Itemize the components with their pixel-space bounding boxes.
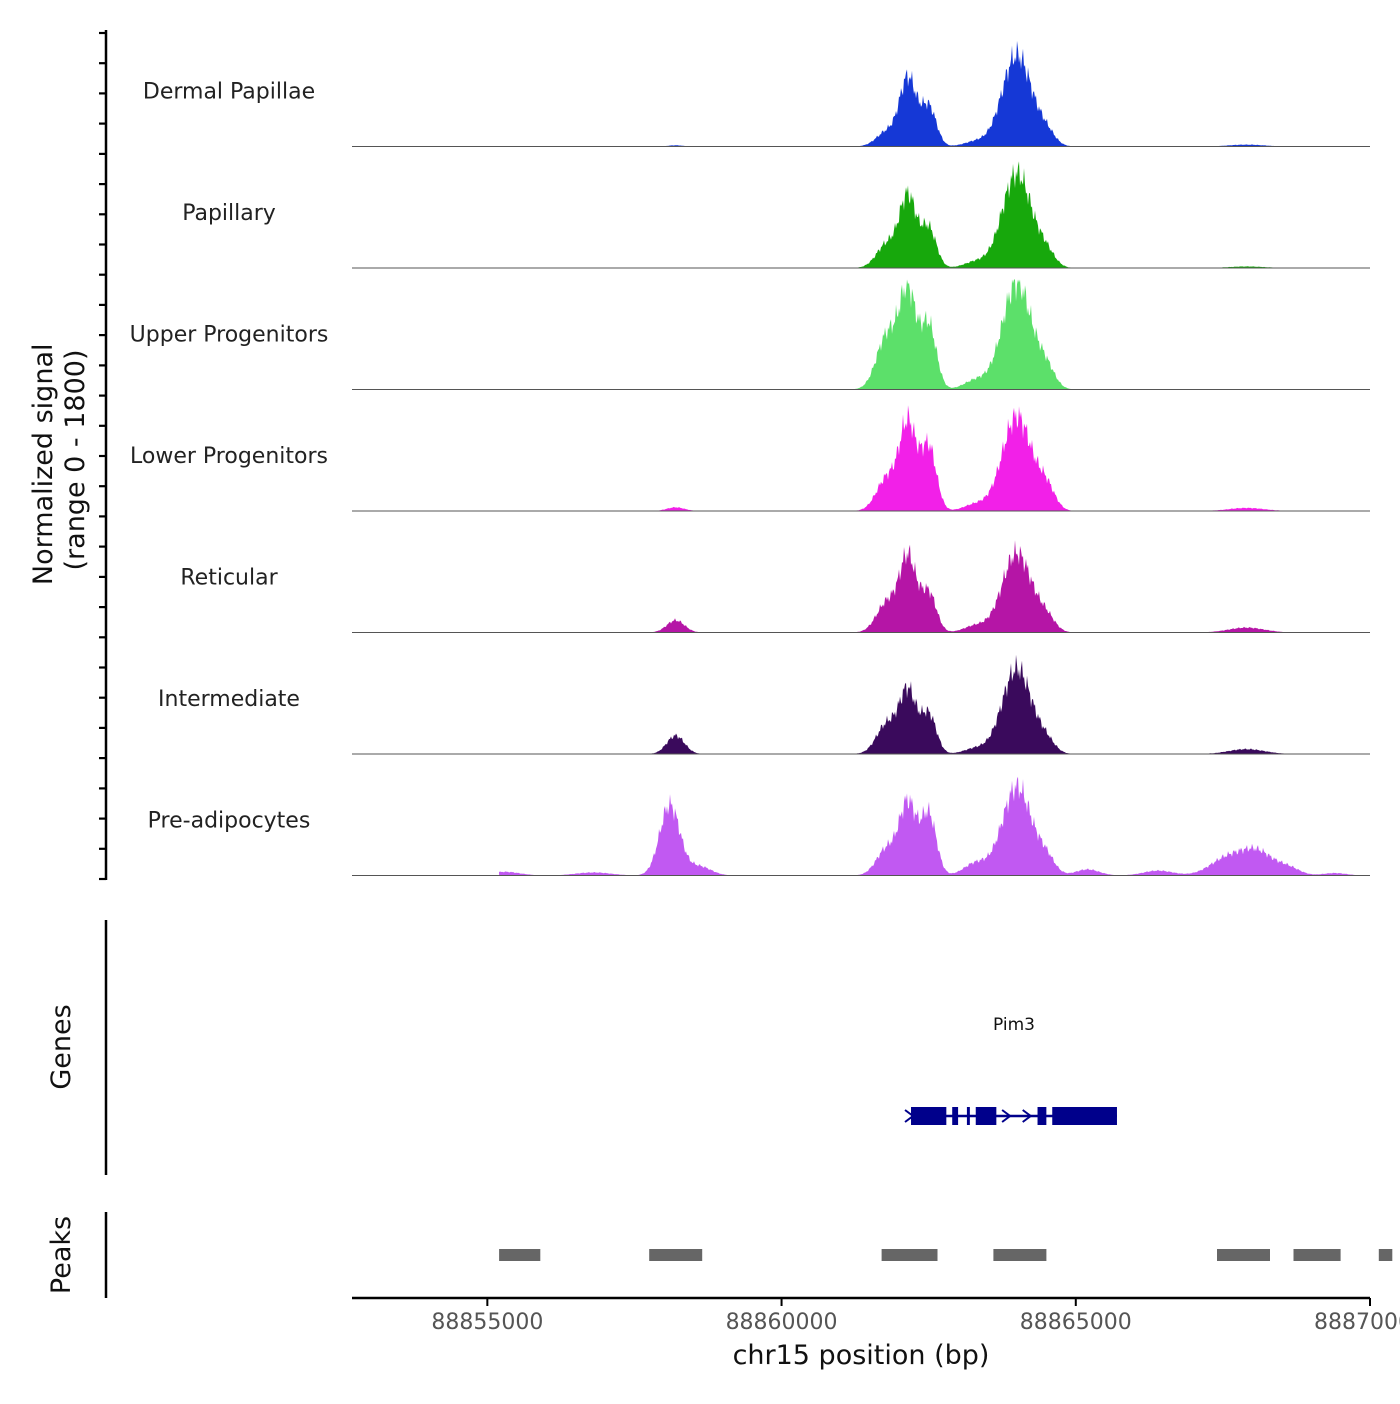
gene-strand-arrow xyxy=(1001,1109,1012,1123)
x-tick-label: 88855000 xyxy=(431,1310,543,1335)
track-label: Upper Progenitors xyxy=(130,323,329,348)
peak-region-bar xyxy=(1378,1249,1393,1261)
track-label: Lower Progenitors xyxy=(130,444,328,469)
x-tick-label: 88865000 xyxy=(1020,1310,1132,1335)
gene-exon xyxy=(975,1107,997,1125)
gene-exon xyxy=(966,1107,970,1125)
signal-area xyxy=(352,776,1394,876)
signal-area xyxy=(352,654,1394,754)
peak-region-bar xyxy=(1217,1249,1270,1261)
track-label: Papillary xyxy=(182,201,276,226)
track-label: Pre-adipocytes xyxy=(148,809,311,834)
signal-area xyxy=(352,540,1394,633)
peak-region-bar xyxy=(881,1249,938,1261)
track-intermediate: Intermediate xyxy=(158,654,1394,755)
signal-area xyxy=(352,161,1394,268)
peak-region-bar xyxy=(499,1249,541,1261)
peak-region-bar xyxy=(993,1249,1047,1261)
track-reticular: Reticular xyxy=(180,540,1394,633)
track-dermal-papillae: Dermal Papillae xyxy=(143,40,1394,147)
gene-strand-arrow xyxy=(1063,1109,1074,1123)
gene-exon xyxy=(1052,1107,1117,1125)
track-label: Intermediate xyxy=(158,687,300,712)
gene-strand-arrow xyxy=(904,1109,915,1123)
signal-area xyxy=(352,405,1394,511)
peak-regions xyxy=(499,1249,1393,1261)
peaks-label: Peaks xyxy=(46,1216,77,1294)
gene-name-label: Pim3 xyxy=(993,1015,1035,1035)
gene-exon xyxy=(1037,1107,1047,1125)
signal-tracks: Dermal Papillae Papillary Upper Progenitor… xyxy=(130,40,1394,876)
signal-y-label-line-2: (range 0 - 1800) xyxy=(60,350,91,571)
signal-area xyxy=(352,279,1394,390)
signal-y-ticks xyxy=(99,31,106,881)
x-axis-label: chr15 position (bp) xyxy=(733,1340,990,1371)
track-label: Dermal Papillae xyxy=(143,80,315,105)
gene-exon xyxy=(911,1107,947,1125)
track-papillary: Papillary xyxy=(182,161,1394,269)
gene-exon xyxy=(952,1107,959,1125)
peak-region-bar xyxy=(649,1249,703,1261)
signal-y-axis xyxy=(99,30,108,881)
track-label: Reticular xyxy=(180,566,278,591)
genes-label: Genes xyxy=(46,1004,77,1089)
peak-region-bar xyxy=(1293,1249,1341,1261)
signal-y-label: Normalized signal (range 0 - 1800) xyxy=(28,335,91,585)
x-axis-ticks: 88855000 88860000 88865000 88870000 xyxy=(431,1298,1400,1335)
track-pre-adipocytes: Pre-adipocytes xyxy=(148,776,1394,876)
x-tick-label: 88870000 xyxy=(1314,1310,1400,1335)
signal-area xyxy=(352,40,1394,147)
gene-strand-arrow xyxy=(1022,1109,1033,1123)
gene-model-pim3 xyxy=(904,1107,1117,1125)
track-lower-progenitors: Lower Progenitors xyxy=(130,405,1394,512)
x-tick-label: 88860000 xyxy=(726,1310,838,1335)
track-upper-progenitors: Upper Progenitors xyxy=(130,279,1394,390)
signal-y-label-line-1: Normalized signal xyxy=(28,344,59,586)
